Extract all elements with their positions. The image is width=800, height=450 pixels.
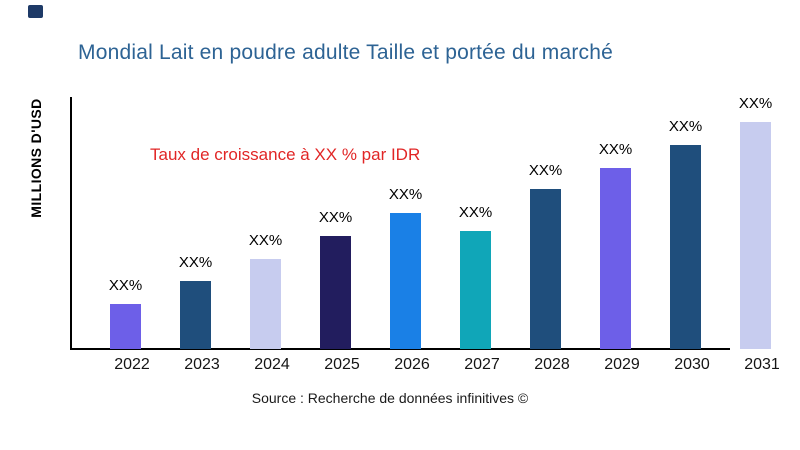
bar-value-label-2026: XX% bbox=[388, 186, 423, 203]
x-tick-2028: 2028 bbox=[534, 356, 570, 373]
bar-2028 bbox=[530, 189, 561, 349]
y-axis-line bbox=[70, 97, 72, 350]
bar-value-label-2024: XX% bbox=[248, 232, 283, 249]
chart-title: Mondial Lait en poudre adulte Taille et … bbox=[78, 41, 613, 64]
source-line: Source : Recherche de données infinitive… bbox=[251, 390, 529, 406]
bar-2029 bbox=[600, 168, 631, 349]
bar-value-label-2031: XX% bbox=[738, 95, 773, 112]
x-axis-line bbox=[70, 348, 730, 350]
bar-value-label-2029: XX% bbox=[598, 141, 633, 158]
bar-2030 bbox=[670, 145, 701, 349]
logo-mark bbox=[28, 5, 43, 18]
bar-value-label-2023: XX% bbox=[178, 254, 213, 271]
x-tick-2025: 2025 bbox=[324, 356, 360, 373]
bar-value-label-2022: XX% bbox=[108, 277, 143, 294]
bar-2026 bbox=[390, 213, 421, 349]
bar-value-label-2030: XX% bbox=[668, 118, 703, 135]
growth-rate-annotation: Taux de croissance à XX % par IDR bbox=[150, 145, 421, 164]
bar-value-label-2027: XX% bbox=[458, 204, 493, 221]
bar-2022 bbox=[110, 304, 141, 349]
x-tick-2031: 2031 bbox=[744, 356, 780, 373]
x-tick-2026: 2026 bbox=[394, 356, 430, 373]
x-tick-2029: 2029 bbox=[604, 356, 640, 373]
bar-2031 bbox=[740, 122, 771, 349]
y-axis-label: MILLIONS D'USD bbox=[28, 98, 44, 218]
bar-2027 bbox=[460, 231, 491, 349]
x-tick-2027: 2027 bbox=[464, 356, 500, 373]
x-tick-2022: 2022 bbox=[114, 356, 150, 373]
bar-value-label-2025: XX% bbox=[318, 209, 353, 226]
bar-2023 bbox=[180, 281, 211, 349]
x-tick-2023: 2023 bbox=[184, 356, 220, 373]
x-tick-2030: 2030 bbox=[674, 356, 710, 373]
bar-value-label-2028: XX% bbox=[528, 162, 563, 179]
x-tick-2024: 2024 bbox=[254, 356, 290, 373]
bar-2025 bbox=[320, 236, 351, 349]
bar-2024 bbox=[250, 259, 281, 349]
